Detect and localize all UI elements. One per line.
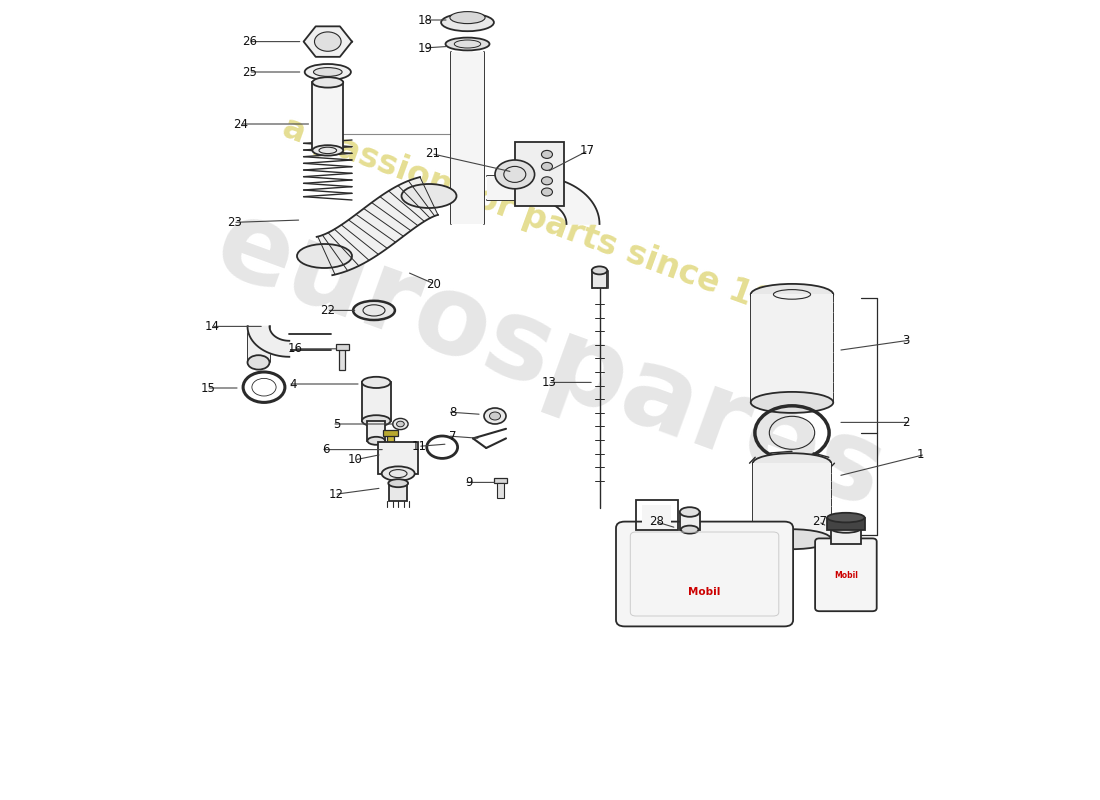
Text: 28: 28	[649, 515, 664, 528]
Ellipse shape	[750, 284, 834, 305]
Text: 5: 5	[333, 418, 341, 430]
Ellipse shape	[396, 421, 405, 427]
Text: 17: 17	[580, 144, 595, 157]
Bar	[487, 176, 534, 200]
Bar	[636, 500, 678, 530]
Ellipse shape	[484, 408, 506, 424]
Bar	[367, 421, 385, 441]
Text: 26: 26	[242, 35, 257, 48]
Ellipse shape	[314, 68, 342, 76]
Text: a passion for parts since 1985: a passion for parts since 1985	[278, 111, 822, 337]
Bar	[362, 382, 390, 421]
Text: 27: 27	[812, 515, 827, 528]
Polygon shape	[304, 26, 352, 57]
Ellipse shape	[490, 412, 500, 420]
Bar	[592, 270, 607, 288]
Ellipse shape	[248, 355, 270, 370]
Text: 23: 23	[227, 216, 242, 229]
Ellipse shape	[592, 266, 607, 274]
Ellipse shape	[680, 507, 700, 517]
FancyBboxPatch shape	[616, 522, 793, 626]
Ellipse shape	[388, 479, 408, 487]
Ellipse shape	[830, 523, 861, 533]
Ellipse shape	[450, 11, 485, 23]
Ellipse shape	[752, 454, 832, 473]
Circle shape	[495, 160, 535, 189]
Ellipse shape	[297, 244, 352, 268]
Text: 24: 24	[233, 118, 249, 130]
Text: 2: 2	[902, 416, 910, 429]
Text: 11: 11	[411, 440, 427, 453]
Bar	[383, 430, 398, 436]
Bar	[451, 52, 484, 224]
Text: 16: 16	[287, 342, 303, 355]
Bar	[312, 82, 343, 150]
Ellipse shape	[305, 64, 351, 80]
Text: 4: 4	[289, 378, 297, 390]
Bar	[827, 518, 865, 530]
Circle shape	[541, 150, 552, 158]
Text: 14: 14	[205, 320, 220, 333]
Bar	[248, 326, 270, 362]
Bar	[830, 528, 861, 544]
Bar	[752, 463, 832, 539]
Bar	[387, 432, 394, 450]
Polygon shape	[317, 177, 438, 275]
Ellipse shape	[362, 377, 390, 388]
Text: 22: 22	[320, 304, 336, 317]
Text: 19: 19	[417, 42, 432, 54]
Ellipse shape	[393, 418, 408, 430]
Ellipse shape	[402, 184, 456, 208]
Ellipse shape	[367, 437, 385, 445]
Polygon shape	[534, 176, 600, 224]
Ellipse shape	[827, 513, 865, 522]
Circle shape	[541, 162, 552, 170]
Ellipse shape	[312, 145, 343, 155]
Text: Mobil: Mobil	[689, 587, 720, 598]
Text: 3: 3	[902, 334, 910, 346]
Bar	[389, 483, 407, 501]
Bar	[339, 346, 345, 370]
Ellipse shape	[750, 392, 834, 413]
Ellipse shape	[752, 530, 832, 549]
Text: eurospares: eurospares	[201, 190, 899, 530]
Text: 9: 9	[465, 476, 473, 489]
Circle shape	[541, 177, 552, 185]
Circle shape	[541, 188, 552, 196]
Text: 21: 21	[425, 147, 440, 160]
Bar	[680, 512, 700, 530]
Ellipse shape	[312, 77, 343, 88]
Bar	[336, 344, 349, 350]
FancyBboxPatch shape	[815, 538, 877, 611]
Ellipse shape	[681, 526, 698, 534]
Text: 7: 7	[449, 430, 456, 442]
Bar	[750, 294, 834, 402]
Bar	[494, 478, 507, 483]
Bar	[515, 142, 564, 206]
Text: 18: 18	[417, 14, 432, 26]
Text: 20: 20	[426, 278, 441, 290]
Ellipse shape	[353, 301, 395, 320]
Ellipse shape	[446, 38, 490, 50]
Text: 8: 8	[449, 406, 456, 418]
Circle shape	[315, 32, 341, 51]
Text: 12: 12	[328, 488, 343, 501]
Text: 13: 13	[541, 376, 557, 389]
Text: 6: 6	[322, 443, 330, 456]
Polygon shape	[248, 326, 289, 357]
Text: Mobil: Mobil	[834, 571, 858, 581]
Bar	[642, 505, 671, 529]
Text: 10: 10	[348, 454, 363, 466]
Text: 1: 1	[916, 448, 924, 461]
Bar	[497, 483, 504, 498]
Ellipse shape	[441, 14, 494, 31]
Bar	[378, 442, 418, 474]
Text: 25: 25	[242, 66, 257, 78]
Ellipse shape	[362, 415, 390, 426]
Ellipse shape	[382, 466, 415, 481]
Text: 15: 15	[200, 382, 216, 394]
